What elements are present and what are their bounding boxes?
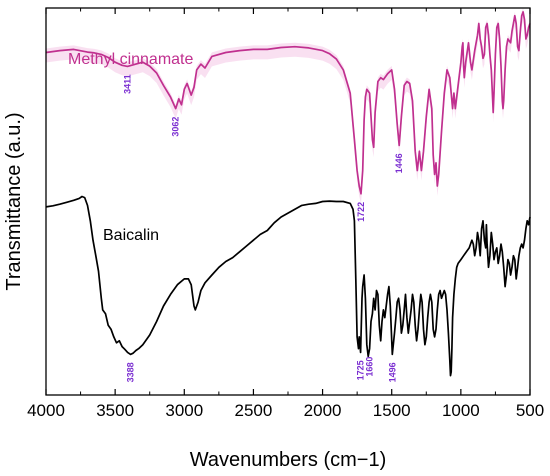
peak-label: 1496: [387, 362, 397, 382]
peak-label: 1660: [365, 357, 375, 377]
peak-label: 3062: [171, 117, 181, 137]
peak-label: 3411: [123, 74, 133, 94]
x-axis-ticks: 4000 3500 3000 2500 2000 1500 1000 500: [27, 8, 544, 420]
x-tick-label: 3500: [96, 401, 134, 420]
peak-label: 1446: [394, 153, 404, 173]
x-tick-label: 2500: [235, 401, 273, 420]
x-tick-label: 4000: [27, 401, 65, 420]
x-tick-label: 1500: [373, 401, 411, 420]
series-label-baicalin: Baicalin: [103, 227, 159, 244]
series-lines: [45, 11, 531, 377]
peak-label: 1722: [356, 202, 366, 222]
peak-label: 1725: [356, 360, 366, 380]
series-line-baicalin: [45, 195, 531, 377]
series-fills: [46, 7, 530, 204]
x-axis-title: Wavenumbers (cm−1): [190, 449, 387, 471]
peak-labels: 3411 3062 1722 1446 3388 1725 1660 1496: [123, 74, 405, 382]
series-line-methyl-cinnamate: [45, 11, 531, 195]
x-tick-label: 3000: [165, 401, 203, 420]
x-tick-label: 2000: [304, 401, 342, 420]
y-axis-title: Transmittance (a.u.): [3, 112, 25, 290]
x-tick-label: 500: [516, 401, 544, 420]
series-label-methyl-cinnamate: Methyl cinnamate: [68, 51, 193, 68]
x-tick-label: 1000: [442, 401, 480, 420]
peak-label: 3388: [126, 362, 136, 382]
series-fill-0: [46, 7, 530, 204]
series-labels: Methyl cinnamate Baicalin: [68, 51, 193, 244]
